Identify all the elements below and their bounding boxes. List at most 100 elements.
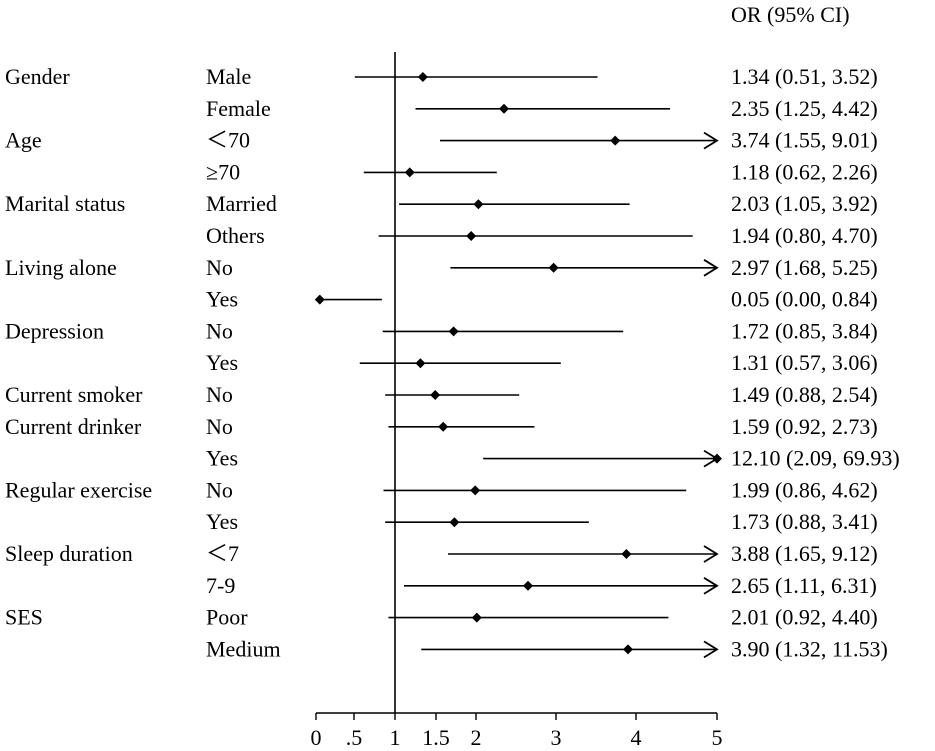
forest-row: Marital status Married 2.03 (1.05, 3.92) (5, 191, 878, 216)
forest-row: Sleep duration ＜7 3.88 (1.65, 9.12) (5, 541, 878, 566)
or-ci-label: 1.18 (0.62, 2.26) (731, 159, 878, 184)
point-estimate (499, 103, 509, 114)
or-ci-label: 1.99 (0.86, 4.62) (731, 477, 878, 502)
forest-row: Others 1.94 (0.80, 4.70) (206, 223, 878, 248)
group-label: Age (5, 128, 42, 153)
subgroup-label: Yes (206, 509, 238, 534)
or-ci-label: 1.34 (0.51, 3.52) (731, 64, 878, 89)
or-ci-label: 3.90 (1.32, 11.53) (731, 636, 888, 661)
group-label: Current drinker (5, 414, 142, 439)
forest-row: 7-9 2.65 (1.11, 6.31) (206, 573, 877, 598)
point-estimate (623, 644, 633, 655)
subgroup-label: Yes (206, 287, 238, 312)
subgroup-label: Married (206, 191, 277, 216)
group-label: Current smoker (5, 382, 143, 407)
forest-row: Current smoker No 1.49 (0.88, 2.54) (5, 382, 878, 407)
forest-row: Gender Male 1.34 (0.51, 3.52) (5, 64, 878, 89)
point-estimate (621, 549, 632, 559)
subgroup-label: 7-9 (206, 573, 235, 598)
group-label: Depression (5, 318, 104, 343)
subgroup-label: Poor (206, 605, 248, 630)
point-estimate (417, 72, 428, 82)
x-tick-label: 3 (551, 725, 562, 750)
subgroup-label: Others (206, 223, 265, 248)
ci-arrow (703, 545, 719, 563)
or-ci-label: 2.03 (1.05, 3.92) (731, 191, 878, 216)
point-estimate (471, 612, 482, 623)
x-tick-label: .5 (346, 725, 363, 750)
forest-row: ≥70 1.18 (0.62, 2.26) (206, 159, 878, 184)
group-label: Marital status (5, 191, 125, 216)
x-tick-label: 4 (631, 725, 642, 750)
subgroup-label: No (206, 414, 233, 439)
or-ci-label: 2.65 (1.11, 6.31) (731, 573, 877, 598)
group-label: Regular exercise (5, 477, 152, 502)
point-estimate (448, 326, 459, 337)
ci-arrow (703, 131, 719, 150)
point-estimate (404, 167, 415, 178)
or-ci-label: 1.31 (0.57, 3.06) (731, 350, 878, 375)
ci-arrow (703, 640, 719, 659)
subgroup-label: Female (206, 96, 271, 121)
x-tick-label: 2 (471, 725, 482, 750)
forest-row: Medium 3.90 (1.32, 11.53) (206, 636, 888, 661)
or-ci-label: 2.01 (0.92, 4.40) (731, 605, 878, 630)
x-tick-label: 0 (311, 725, 322, 750)
or-ci-label: 3.74 (1.55, 9.01) (731, 128, 878, 153)
forest-row: Yes 0.05 (0.00, 0.84) (206, 287, 878, 312)
point-estimate (523, 580, 533, 591)
point-estimate (712, 453, 722, 464)
forest-row: Age ＜70 3.74 (1.55, 9.01) (5, 128, 878, 153)
point-estimate (548, 262, 559, 273)
group-label: Gender (5, 64, 70, 89)
forest-row: Living alone No 2.97 (1.68, 5.25) (5, 255, 878, 280)
point-estimate (466, 231, 477, 241)
point-estimate (610, 135, 621, 146)
subgroup-label: Yes (206, 446, 238, 471)
forest-row: Current drinker No 1.59 (0.92, 2.73) (5, 414, 878, 439)
or-ci-label: 2.97 (1.68, 5.25) (731, 255, 878, 280)
or-column-header: OR (95% CI) (731, 2, 850, 27)
forest-row: Yes 1.73 (0.88, 3.41) (206, 509, 878, 534)
x-tick-label: 5 (712, 725, 723, 750)
subgroup-label: No (206, 382, 233, 407)
or-ci-label: 1.49 (0.88, 2.54) (731, 382, 878, 407)
forest-row: Depression No 1.72 (0.85, 3.84) (5, 318, 878, 343)
forest-row: Yes 12.10 (2.09, 69.93) (206, 446, 900, 471)
forest-row: Regular exercise No 1.99 (0.86, 4.62) (5, 477, 878, 502)
forest-row: SES Poor 2.01 (0.92, 4.40) (5, 605, 878, 630)
x-tick-label: 1 (390, 725, 401, 750)
subgroup-label: Yes (206, 350, 238, 375)
or-ci-label: 1.72 (0.85, 3.84) (731, 318, 878, 343)
ci-arrow (703, 259, 719, 277)
ci-arrow (703, 577, 719, 595)
or-ci-label: 12.10 (2.09, 69.93) (731, 446, 900, 471)
or-ci-label: 1.59 (0.92, 2.73) (731, 414, 878, 439)
or-ci-label: 3.88 (1.65, 9.12) (731, 541, 878, 566)
or-ci-label: 1.73 (0.88, 3.41) (731, 509, 878, 534)
group-label: SES (5, 605, 43, 630)
point-estimate (415, 358, 426, 369)
point-estimate (470, 485, 481, 496)
group-label: Sleep duration (5, 541, 133, 566)
subgroup-label: Medium (206, 636, 281, 661)
subgroup-label: No (206, 318, 233, 343)
group-label: Living alone (5, 255, 117, 280)
x-tick-label: 1.5 (422, 725, 450, 750)
subgroup-label: No (206, 477, 233, 502)
point-estimate (473, 199, 484, 210)
point-estimate (438, 421, 449, 432)
subgroup-label: ＜70 (206, 128, 250, 153)
or-ci-label: 0.05 (0.00, 0.84) (731, 287, 878, 312)
or-ci-label: 1.94 (0.80, 4.70) (731, 223, 878, 248)
subgroup-label: Male (206, 64, 251, 89)
point-estimate (449, 517, 460, 528)
subgroup-label: ＜7 (206, 541, 239, 566)
subgroup-label: ≥70 (206, 159, 240, 184)
point-estimate (314, 294, 325, 305)
or-ci-label: 2.35 (1.25, 4.42) (731, 96, 878, 121)
forest-row: Female 2.35 (1.25, 4.42) (206, 96, 878, 121)
point-estimate (430, 390, 441, 400)
subgroup-label: No (206, 255, 233, 280)
